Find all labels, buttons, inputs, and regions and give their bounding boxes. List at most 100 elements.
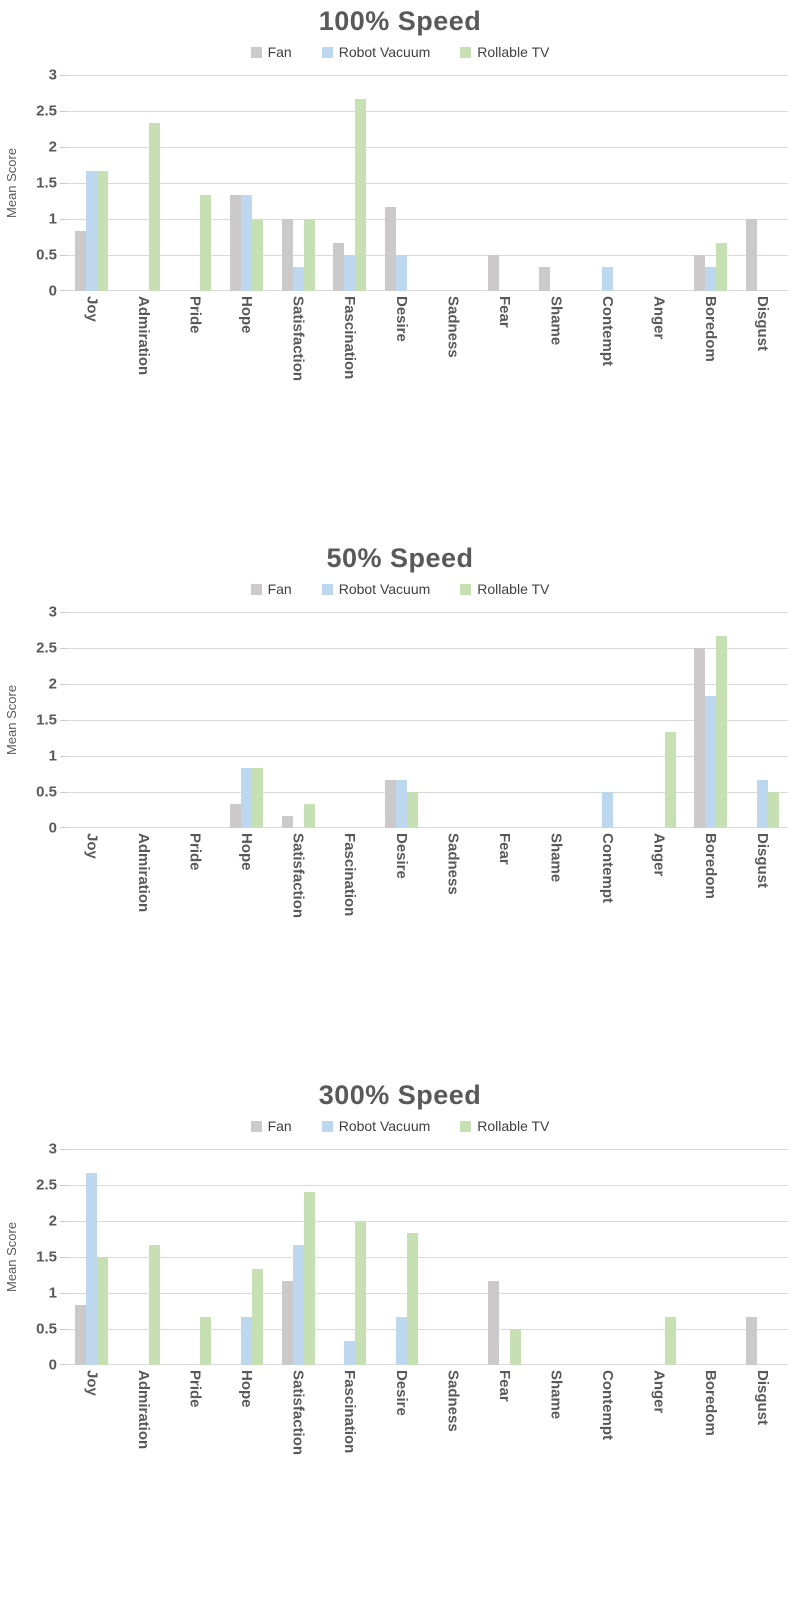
x-label-cell: Admiration <box>118 828 170 956</box>
chart-300-speed: 300% Speed Fan Robot Vacuum Rollable TV … <box>0 1080 800 1493</box>
y-tick-label: 2.5 <box>36 639 57 657</box>
x-label-cell: Disgust <box>737 1365 789 1493</box>
bar-robot-vacuum-satisfaction <box>292 267 304 291</box>
y-tick-label: 0 <box>48 1356 57 1374</box>
bar-rollable-tv-anger <box>664 732 676 828</box>
x-label-cell: Joy <box>66 1365 118 1493</box>
gridline <box>66 612 788 613</box>
bar-fan-satisfaction <box>281 1280 293 1365</box>
x-axis-label-fear: Fear <box>495 296 513 328</box>
bar-group-anger <box>633 75 685 291</box>
axis-tick-mark <box>60 218 66 220</box>
x-axis-label-anger: Anger <box>650 1370 668 1414</box>
x-label-cell: Shame <box>530 828 582 956</box>
legend-label-robot-vacuum: Robot Vacuum <box>338 581 431 597</box>
bar-group-joy <box>66 1149 118 1365</box>
gridline <box>66 146 788 148</box>
x-label-cell: Shame <box>530 1365 582 1493</box>
x-label-cell: Hope <box>221 1365 273 1493</box>
bar-group-joy <box>66 612 118 828</box>
x-axis-label-desire: Desire <box>392 296 410 342</box>
legend-swatch-fan-icon <box>250 46 262 58</box>
bar-group-fear <box>479 1149 531 1365</box>
bar-fan-satisfaction <box>281 219 293 291</box>
axis-tick-mark <box>60 75 66 76</box>
bar-rollable-tv-boredom <box>716 242 728 291</box>
axis-tick-mark <box>60 792 66 793</box>
plot-area <box>60 1149 788 1365</box>
bar-group-contempt <box>582 75 634 291</box>
bar-rollable-tv-admiration <box>148 123 160 291</box>
bar-group-desire <box>375 1149 427 1365</box>
bar-fan-fear <box>487 255 499 291</box>
legend-label-rollable-tv: Rollable TV <box>477 1118 550 1134</box>
x-label-cell: Satisfaction <box>272 1365 324 1493</box>
plot-row: Mean Score 3 2.5 2 1.5 1 0.5 0 <box>0 605 800 836</box>
bar-group-sadness <box>427 75 479 291</box>
bar-robot-vacuum-contempt <box>602 792 614 828</box>
x-axis-label-contempt: Contempt <box>599 296 617 366</box>
bar-rollable-tv-boredom <box>716 635 728 828</box>
x-axis-label-fascination: Fascination <box>341 1370 359 1454</box>
chart-legend: Fan Robot Vacuum Rollable TV <box>0 580 800 598</box>
y-tick-label: 0 <box>48 282 57 300</box>
gridline <box>66 75 788 76</box>
x-axis-label-pride: Pride <box>186 296 204 334</box>
legend-item-robot-vacuum: Robot Vacuum <box>321 44 430 60</box>
x-label-cell: Desire <box>375 1365 427 1493</box>
bar-group-hope <box>221 75 273 291</box>
bar-rollable-tv-hope <box>252 768 264 828</box>
bar-fan-boredom <box>694 648 706 828</box>
bar-rollable-tv-satisfaction <box>303 804 315 828</box>
x-label-cell: Pride <box>169 828 221 956</box>
legend-label-fan: Fan <box>267 581 292 597</box>
chart-title: 50% Speed <box>326 543 474 573</box>
bar-group-hope <box>221 1149 273 1365</box>
axis-tick-mark <box>60 183 66 184</box>
bars-layer <box>66 75 788 291</box>
gridline <box>66 255 788 256</box>
bar-robot-vacuum-desire <box>395 779 407 828</box>
x-axis-label-boredom: Boredom <box>702 1370 720 1436</box>
axis-tick-mark <box>60 1364 66 1365</box>
bar-group-fascination <box>324 75 376 291</box>
bar-rollable-tv-hope <box>252 219 264 291</box>
gridline <box>66 110 788 112</box>
legend-item-rollable-tv: Rollable TV <box>460 1118 549 1134</box>
legend-item-fan: Fan <box>250 581 292 597</box>
bar-group-contempt <box>582 612 634 828</box>
x-label-cell: Anger <box>633 1365 685 1493</box>
x-label-cell: Boredom <box>685 828 737 956</box>
legend-swatch-rollable-tv-icon <box>460 583 472 595</box>
bar-fan-satisfaction <box>281 815 293 828</box>
bar-rollable-tv-joy <box>97 1257 109 1365</box>
legend-item-fan: Fan <box>250 44 292 60</box>
bar-fan-joy <box>75 1305 87 1365</box>
legend-item-fan: Fan <box>250 1118 292 1134</box>
bar-robot-vacuum-hope <box>241 768 253 828</box>
bar-fan-fascination <box>333 242 345 291</box>
legend-label-rollable-tv: Rollable TV <box>477 44 550 60</box>
bar-fan-fear <box>487 1280 499 1365</box>
chart-50-speed: 50% Speed Fan Robot Vacuum Rollable TV M… <box>0 543 800 956</box>
x-label-cell: Sadness <box>427 1365 479 1493</box>
x-axis-label-satisfaction: Satisfaction <box>289 1370 307 1456</box>
x-axis-label-pride: Pride <box>186 833 204 871</box>
gridline <box>66 1220 788 1222</box>
legend-label-fan: Fan <box>267 1118 292 1134</box>
x-axis-label-sadness: Sadness <box>444 833 462 895</box>
axis-tick-mark <box>60 290 66 291</box>
x-label-cell: Pride <box>169 291 221 419</box>
bar-robot-vacuum-desire <box>395 255 407 291</box>
y-tick-label: 1.5 <box>36 174 57 192</box>
bar-group-shame <box>530 75 582 291</box>
x-label-cell: Desire <box>375 828 427 956</box>
x-axis-label-boredom: Boredom <box>702 296 720 362</box>
x-axis-labels: Joy Admiration Pride Hope Satisfaction Fascin… <box>66 1365 788 1493</box>
bar-rollable-tv-satisfaction <box>303 1192 315 1365</box>
x-label-cell: Boredom <box>685 1365 737 1493</box>
x-label-cell: Fascination <box>324 1365 376 1493</box>
x-axis-label-disgust: Disgust <box>753 833 771 889</box>
x-axis-label-admiration: Admiration <box>134 833 152 913</box>
gridline <box>66 1329 788 1330</box>
